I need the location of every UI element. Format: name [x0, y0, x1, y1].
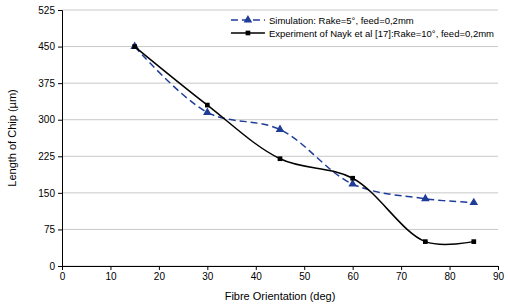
- marker: [203, 107, 212, 114]
- tick-label: 50: [299, 271, 311, 282]
- tick-label: 10: [105, 271, 117, 282]
- tick: 225: [38, 151, 62, 162]
- tick: 80: [444, 266, 456, 282]
- tick-mark: [498, 266, 499, 270]
- x-axis-title: Fibre Orientation (deg): [225, 290, 336, 302]
- tick-label: 450: [38, 41, 55, 52]
- y-axis-title: Length of Chip (µm): [6, 89, 18, 186]
- tick-label: 40: [251, 271, 263, 282]
- tick-label: 30: [202, 271, 214, 282]
- marks: [130, 42, 478, 245]
- tick-label: 80: [444, 271, 456, 282]
- legend-item: Simulation: Rake=5°, feed=0,2mm: [231, 15, 414, 26]
- marker: [423, 239, 428, 244]
- tick-label: 20: [154, 271, 166, 282]
- tick-label: 525: [38, 5, 55, 16]
- tick: 90: [493, 266, 505, 282]
- tick: 0: [49, 261, 62, 272]
- tick-mark: [58, 193, 62, 194]
- grid-line: [62, 192, 498, 193]
- marker: [469, 198, 478, 205]
- grid-line: [62, 119, 498, 120]
- marker: [205, 103, 210, 108]
- tick-label: 150: [38, 188, 55, 199]
- tick: 525: [38, 5, 62, 16]
- marker: [421, 194, 430, 201]
- tick: 70: [396, 266, 408, 282]
- tick-mark: [58, 83, 62, 84]
- tick-mark: [58, 229, 62, 230]
- x-axis: 0 10 20 30 40 50 60 70 80 90: [60, 266, 505, 282]
- tick: 20: [154, 266, 166, 282]
- tick: 30: [202, 266, 214, 282]
- tick-mark: [401, 266, 402, 270]
- tick: 75: [44, 224, 62, 235]
- grid: [62, 10, 498, 266]
- tick-mark: [207, 266, 208, 270]
- tick-mark: [304, 266, 305, 270]
- tick-mark: [58, 266, 62, 267]
- tick-label: 225: [38, 151, 55, 162]
- tick: 0: [60, 266, 66, 282]
- series-line: [135, 47, 474, 203]
- tick: 60: [348, 266, 360, 282]
- legend-marker: [244, 15, 253, 22]
- plot: 0 10 20 30 40 50 60 70 80 90 0 75 150 225 300 375 450 525…: [38, 5, 504, 282]
- grid-line: [62, 46, 498, 47]
- tick-label: 0: [60, 271, 66, 282]
- tick: 450: [38, 41, 62, 52]
- tick-mark: [353, 266, 354, 270]
- tick-label: 60: [348, 271, 360, 282]
- tick: 40: [251, 266, 263, 282]
- tick-mark: [256, 266, 257, 270]
- tick-label: 375: [38, 78, 55, 89]
- marker: [130, 42, 139, 49]
- tick-mark: [58, 47, 62, 48]
- grid-line: [62, 229, 498, 230]
- y-axis: 0 75 150 225 300 375 450 525: [38, 5, 62, 272]
- tick-label: 0: [49, 261, 55, 272]
- tick-mark: [159, 266, 160, 270]
- tick: 375: [38, 78, 62, 89]
- tick-mark: [58, 120, 62, 121]
- series-line: [135, 47, 474, 245]
- tick-label: 70: [396, 271, 408, 282]
- marker: [471, 239, 476, 244]
- marker: [276, 125, 285, 132]
- tick-mark: [450, 266, 451, 270]
- axis-line: [63, 267, 499, 271]
- tick: 50: [299, 266, 311, 282]
- legend: Simulation: Rake=5°, feed=0,2mm Experimen…: [231, 15, 494, 39]
- legend-marker: [246, 31, 251, 36]
- tick-mark: [110, 266, 111, 270]
- legend-label: Experiment of Nayk et al [17]:Rake=10°, …: [269, 28, 494, 39]
- axis-line: [58, 11, 63, 267]
- marker: [350, 176, 355, 181]
- tick-mark: [58, 156, 62, 157]
- legend-item: Experiment of Nayk et al [17]:Rake=10°, …: [231, 28, 494, 39]
- grid-line: [62, 83, 498, 84]
- chart: 0 10 20 30 40 50 60 70 80 90 0 75 150 225 300 375 450 525…: [0, 0, 510, 306]
- marker: [132, 44, 137, 49]
- marker: [278, 156, 283, 161]
- tick-label: 300: [38, 114, 55, 125]
- tick-label: 90: [493, 271, 505, 282]
- tick: 10: [105, 266, 117, 282]
- tick-mark: [58, 10, 62, 11]
- tick: 300: [38, 114, 62, 125]
- tick: 150: [38, 188, 62, 199]
- legend-label: Simulation: Rake=5°, feed=0,2mm: [269, 15, 414, 26]
- tick-label: 75: [44, 224, 56, 235]
- grid-line: [62, 10, 498, 11]
